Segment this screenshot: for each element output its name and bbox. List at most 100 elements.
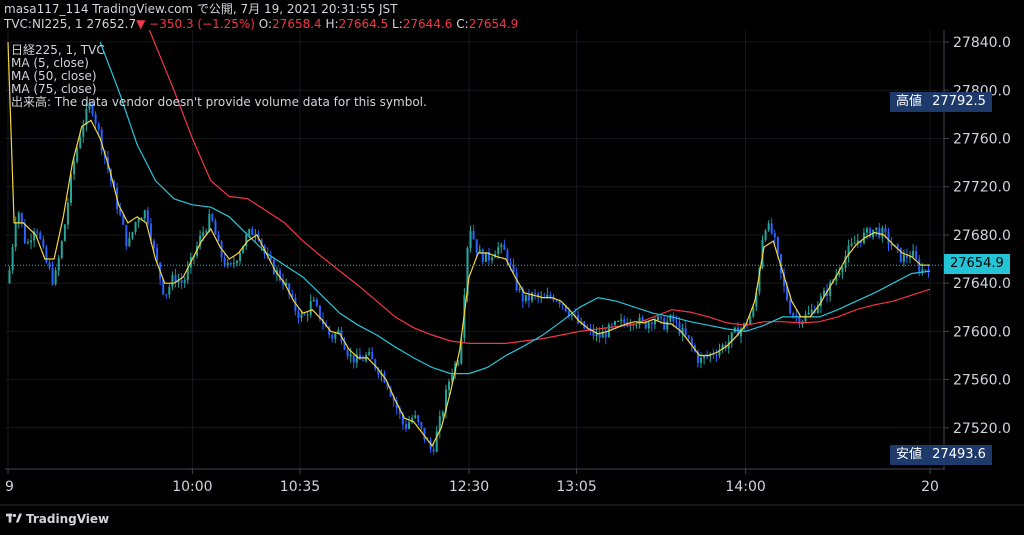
tradingview-logo[interactable]: TradingView [6, 512, 109, 526]
candle-body [168, 286, 171, 295]
legend-symbol[interactable]: 日経225, 1, TVC [11, 43, 105, 57]
candle-body [497, 247, 500, 254]
candle-body [620, 319, 623, 322]
candle-body [57, 257, 60, 271]
candle-body [531, 293, 534, 301]
candle-body [36, 231, 39, 233]
candle-body [26, 242, 29, 244]
x-axis-ticks[interactable]: 9 10:00 10:35 12:30 13:05 14:00 20 [5, 469, 939, 495]
candle-body [472, 231, 475, 240]
candle-body [586, 328, 589, 330]
high-tag-label: 高値 [896, 94, 923, 109]
candle-body [798, 316, 801, 325]
candle-body [804, 314, 807, 322]
close-value: 27654.9 [468, 17, 519, 31]
candle-body [696, 351, 699, 363]
candle-body [441, 411, 444, 417]
candle-body [567, 311, 570, 317]
candle-body [767, 223, 770, 231]
candle-body [537, 293, 540, 298]
candle-body [666, 321, 669, 330]
candle-body [635, 324, 638, 326]
candle-body [371, 352, 374, 360]
candle-body [337, 330, 340, 334]
legend-volume[interactable]: 出来高: The data vendor doesn't provide vol… [11, 95, 427, 109]
candle-body [850, 243, 853, 246]
ma75-line [148, 29, 931, 344]
candle-body [423, 427, 426, 440]
candle-body [783, 273, 786, 287]
ma5-line [7, 42, 930, 448]
candle-body [389, 387, 392, 397]
candle-body [245, 235, 248, 247]
candle-body [343, 341, 346, 350]
candle-body [229, 263, 232, 265]
candle-body [254, 234, 257, 236]
candle-body [334, 333, 337, 339]
candle-body [346, 349, 349, 357]
candle-body [810, 309, 813, 313]
candle-body [122, 214, 125, 225]
candle-body [912, 250, 915, 257]
candle-body [644, 321, 647, 329]
candle-body [128, 237, 131, 247]
candle-body [386, 382, 389, 388]
candle-body [890, 243, 893, 246]
y-tick-label: 27520.0 [953, 421, 1011, 437]
candle-body [687, 335, 690, 339]
candle-body [527, 294, 530, 301]
y-tick-label: 27560.0 [953, 373, 1011, 389]
last-price: 27652.7 [86, 17, 137, 31]
legend-ma75[interactable]: MA (75, close) [11, 82, 97, 96]
high-price-tag: 高値 27792.5 [890, 92, 992, 112]
candle-body [377, 368, 380, 375]
candle-body [681, 328, 684, 335]
candle-body [881, 228, 884, 238]
candle-body [549, 294, 552, 297]
candle-body [764, 230, 767, 240]
y-tick-label: 27680.0 [953, 228, 1011, 244]
candle-body [786, 286, 789, 301]
candle-body [199, 235, 202, 247]
candle-body [869, 228, 872, 238]
y-axis-ticks[interactable]: 27520.0 27560.0 27600.0 27640.0 27680.0 27720… [944, 35, 1011, 437]
candle-body [638, 317, 641, 325]
legend-ma50[interactable]: MA (50, close) [11, 69, 97, 83]
brand-name: TradingView [26, 512, 110, 526]
candle-body [208, 213, 211, 232]
candle-body [500, 244, 503, 248]
candle-body [509, 262, 512, 265]
candle-body [119, 208, 122, 215]
symbol-label[interactable]: TVC:NI225, 1 [4, 17, 83, 31]
candle-body [100, 129, 103, 151]
indicator-legend: 日経225, 1, TVC MA (5, close) MA (50, clos… [11, 44, 427, 109]
candle-body [303, 314, 306, 316]
candle-body [297, 311, 300, 318]
candle-body [368, 352, 371, 355]
candle-body [905, 254, 908, 258]
candle-body [918, 259, 921, 273]
candle-body [408, 422, 411, 429]
moving-averages [7, 29, 931, 448]
candle-body [835, 275, 838, 281]
candle-body [312, 299, 315, 302]
candle-body [414, 415, 417, 418]
candle-body [899, 247, 902, 262]
candle-body [291, 294, 294, 298]
candle-body [282, 279, 285, 286]
candle-body [887, 232, 890, 244]
candle-body [30, 240, 33, 243]
candle-body [503, 244, 506, 251]
candle-body [598, 333, 601, 338]
candle-body [739, 328, 742, 337]
candle-body [884, 228, 887, 233]
candle-body [672, 315, 675, 322]
candle-body [844, 256, 847, 268]
candle-body [617, 321, 620, 323]
candle-body [45, 247, 48, 263]
candle-body [592, 328, 595, 337]
candle-body [558, 301, 561, 305]
legend-ma5[interactable]: MA (5, close) [11, 56, 89, 70]
candle-body [703, 356, 706, 358]
